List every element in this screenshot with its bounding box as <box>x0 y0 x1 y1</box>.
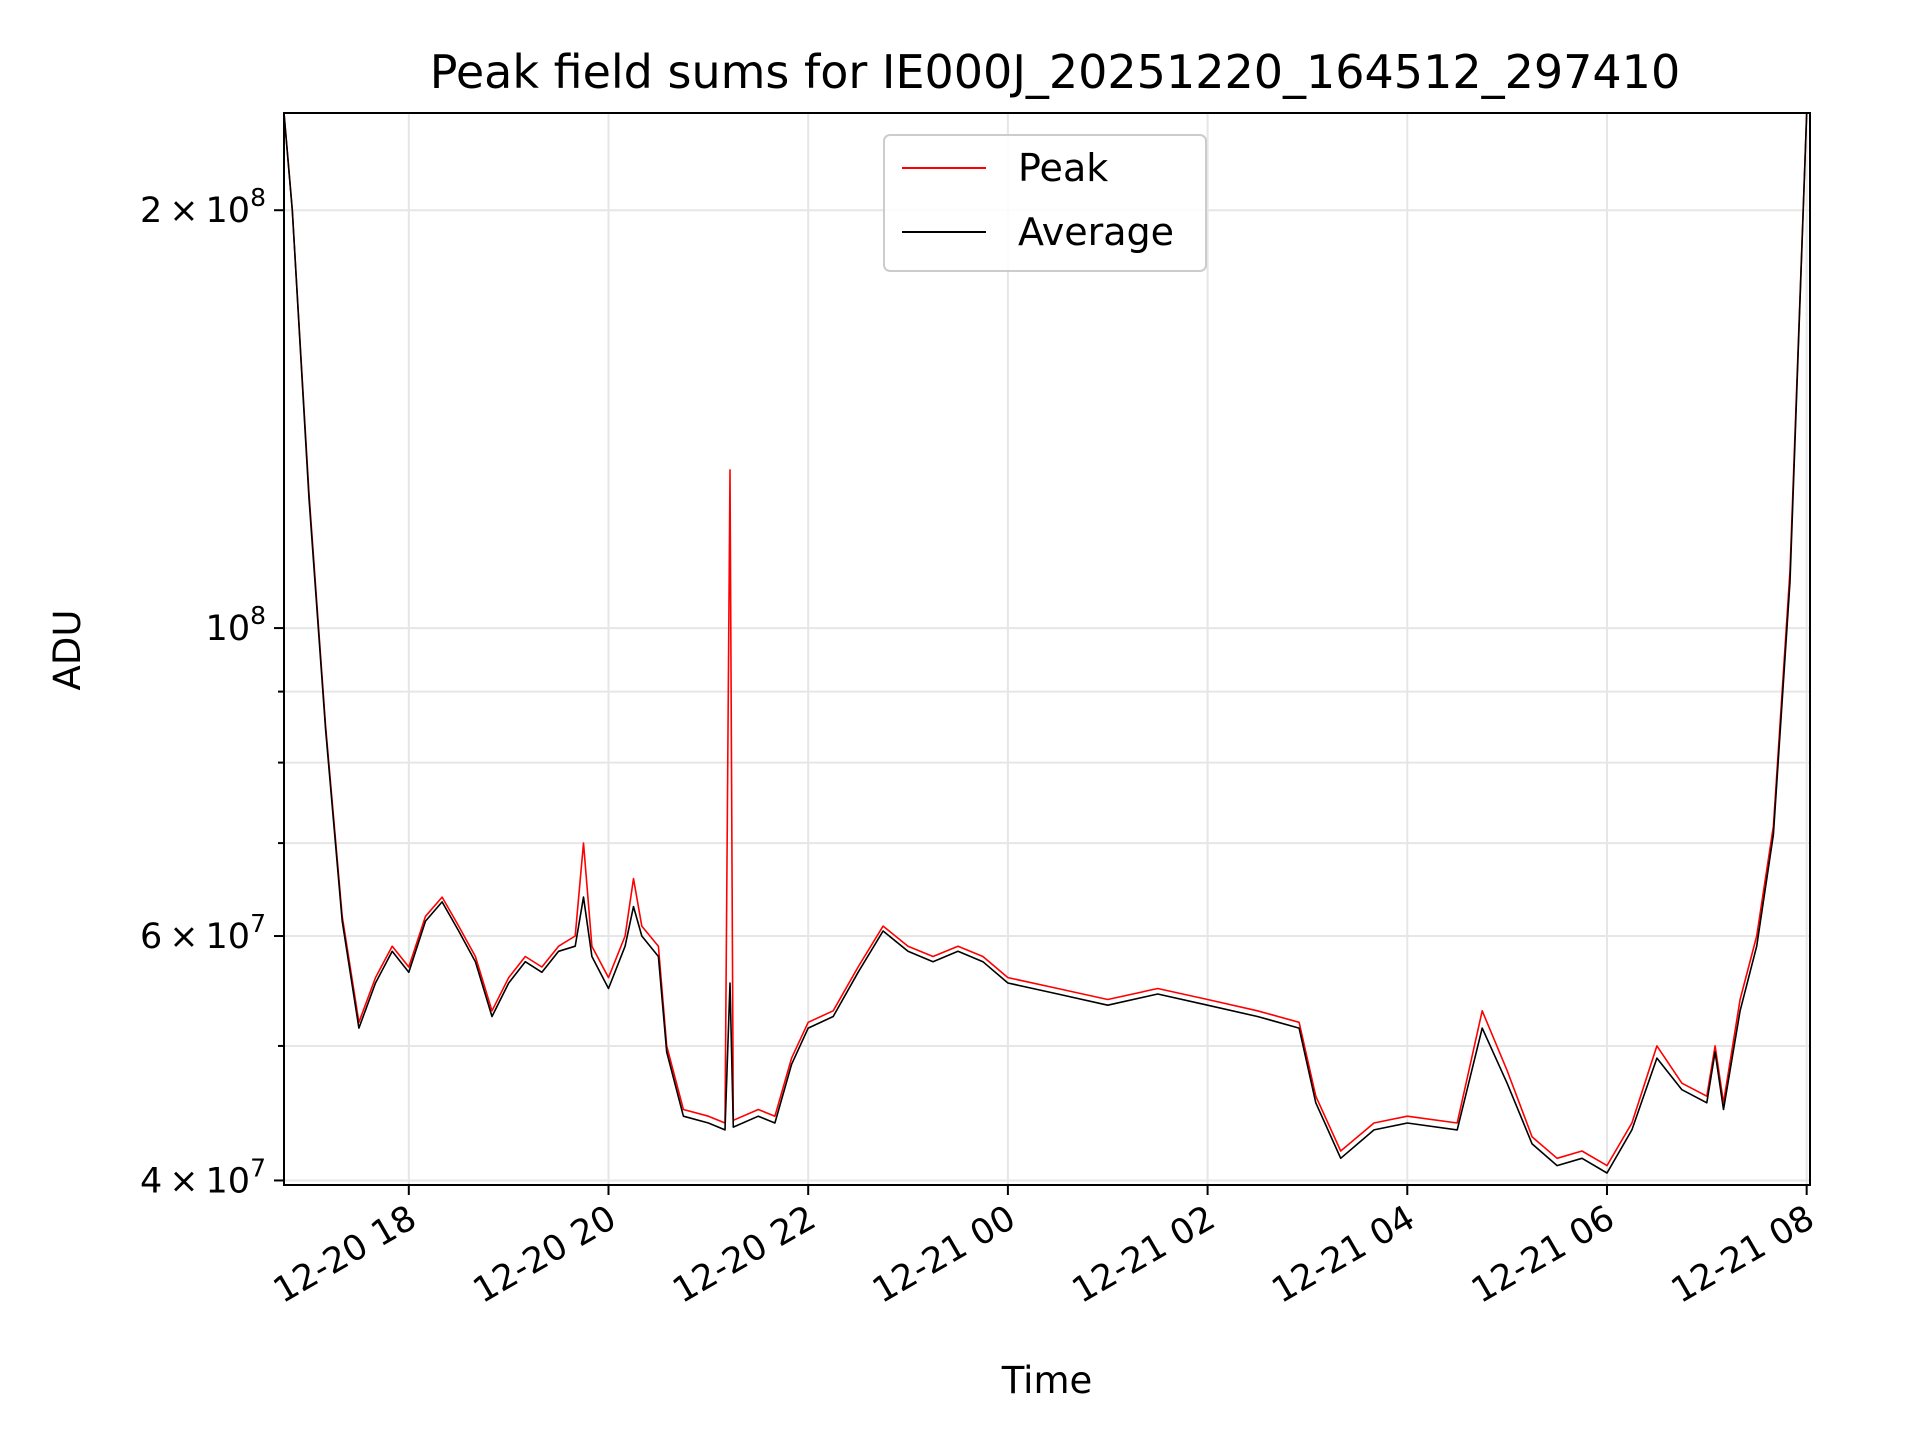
grid <box>284 113 1810 1185</box>
plot-frame <box>283 112 1811 1186</box>
legend: Peak Average <box>883 134 1207 272</box>
chart-title: Peak field sums for IE000J_20251220_1645… <box>430 45 1680 99</box>
y-tick-label: 6 × 107 <box>140 909 266 957</box>
y-axis-label: ADU <box>46 610 89 691</box>
y-tick-label: 108 <box>206 601 266 649</box>
series-group <box>283 112 1808 1174</box>
y-tick-label: 4 × 107 <box>140 1153 266 1201</box>
series-line-average <box>283 112 1808 1174</box>
x-axis-label: Time <box>1001 1359 1093 1402</box>
y-tick-label: 2 × 108 <box>140 183 266 231</box>
legend-label-peak: Peak <box>1018 146 1108 190</box>
legend-label-average: Average <box>1018 210 1174 254</box>
series-line-peak <box>283 112 1808 1167</box>
